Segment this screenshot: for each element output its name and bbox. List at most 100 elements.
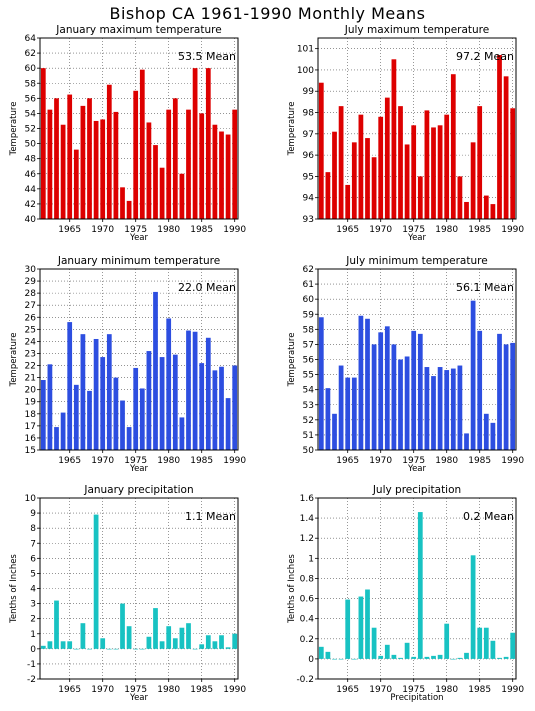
bar-1964 <box>60 641 66 649</box>
panel-title: July minimum temperature <box>345 255 487 267</box>
bar-1980 <box>444 623 450 659</box>
y-tick-label: 0.4 <box>300 615 315 625</box>
bar-1981 <box>172 638 178 649</box>
bar-1988 <box>497 55 502 219</box>
y-tick-label: 10 <box>25 494 37 504</box>
y-tick-label: 29 <box>25 277 37 287</box>
bar-1971 <box>384 326 390 450</box>
bar-1979 <box>437 125 443 219</box>
bar-1964 <box>60 412 66 450</box>
bar-1963 <box>54 600 59 649</box>
y-tick-label: 16 <box>25 434 37 444</box>
bar-1981 <box>172 98 178 219</box>
x-tick-label: 1975 <box>402 225 425 235</box>
bar-1982 <box>179 627 185 649</box>
y-tick-label: 20 <box>25 386 37 396</box>
y-tick-label: 42 <box>25 200 36 210</box>
x-tick-label: 1965 <box>336 685 359 695</box>
bar-1971 <box>106 648 112 650</box>
bar-1970 <box>378 332 384 450</box>
bar-1976 <box>139 648 145 650</box>
bar-1979 <box>159 357 165 450</box>
bar-1987 <box>212 124 218 219</box>
bar-1974 <box>126 427 132 450</box>
y-tick-label: 0.2 <box>300 635 314 645</box>
bar-1988 <box>219 366 224 450</box>
y-tick-label: 52 <box>303 416 314 426</box>
bar-1968 <box>365 138 370 219</box>
y-tick-label: 57 <box>303 340 314 350</box>
plot-frame <box>317 37 517 220</box>
bar-1974 <box>126 626 132 649</box>
bar-1990 <box>232 633 238 649</box>
y-tick-label: 23 <box>25 349 36 359</box>
y-tick-label: 40 <box>25 215 37 225</box>
y-tick-label: 58 <box>303 325 315 335</box>
mean-label: 97.2 Mean <box>456 50 514 63</box>
bar-1984 <box>192 331 198 450</box>
bar-1967 <box>80 334 86 450</box>
y-tick-label: 1.6 <box>300 494 315 504</box>
bar-1984 <box>470 555 476 659</box>
y-tick-label: 5 <box>30 569 36 579</box>
y-tick-label: 28 <box>25 289 37 299</box>
bar-1970 <box>378 655 384 659</box>
bar-1990 <box>510 108 516 219</box>
bar-1989 <box>503 344 509 450</box>
y-tick-label: 1 <box>30 630 36 640</box>
x-tick-label: 1990 <box>223 685 246 695</box>
x-tick-label: 1965 <box>58 456 81 466</box>
bar-1962 <box>325 388 331 450</box>
bar-1974 <box>404 356 410 450</box>
bar-1968 <box>87 648 92 650</box>
chart-panel-2: 93 94 95 96 97 98 99 100 101 1965 1970 1975 1980 1985… <box>287 24 524 243</box>
bar-1962 <box>47 641 53 649</box>
bar-1986 <box>205 68 211 220</box>
bar-1977 <box>424 367 430 450</box>
bar-1961 <box>40 68 46 220</box>
bar-1983 <box>186 623 191 649</box>
bar-1961 <box>318 317 324 450</box>
y-axis-label: Temperature <box>9 102 19 157</box>
bar-1984 <box>192 68 198 220</box>
bar-1980 <box>444 370 450 450</box>
bar-1976 <box>417 512 423 659</box>
bar-1974 <box>404 642 410 659</box>
x-tick-label: 1975 <box>402 456 425 466</box>
bar-1971 <box>384 97 390 219</box>
x-axis-label: Year <box>407 233 427 243</box>
bar-1967 <box>358 114 364 219</box>
bar-1987 <box>212 641 218 649</box>
bar-1990 <box>232 109 238 219</box>
bar-1969 <box>93 120 99 219</box>
bar-1989 <box>503 76 509 220</box>
bar-1966 <box>351 142 357 219</box>
bar-1972 <box>113 377 119 450</box>
mean-label: 1.1 Mean <box>185 510 236 523</box>
bar-1967 <box>358 596 364 659</box>
x-tick-label: 1985 <box>468 685 491 695</box>
y-tick-label: 0.8 <box>300 574 315 584</box>
bar-1982 <box>179 173 185 219</box>
x-tick-label: 1990 <box>501 685 524 695</box>
bar-1961 <box>40 380 46 450</box>
y-tick-label: 59 <box>303 310 315 320</box>
bar-1976 <box>139 69 145 219</box>
chart-panel-6: -0.2 0 0.2 0.4 0.6 0.8 1 1.2 1.4 1.6 1965 1970 1975 1… <box>287 484 524 703</box>
bar-1980 <box>166 626 172 649</box>
y-tick-label: 21 <box>25 374 36 384</box>
panel-title: July maximum temperature <box>344 24 489 36</box>
panel-title: January minimum temperature <box>57 255 220 267</box>
y-tick-label: 22 <box>25 362 36 372</box>
bar-1989 <box>225 647 231 649</box>
chart-panel-1: 40 42 44 46 48 50 52 54 56 58 60 62 64 1965 1970 1975 19… <box>9 24 246 243</box>
main-title: Bishop CA 1961-1990 Monthly Means <box>109 4 426 23</box>
x-tick-label: 1985 <box>190 456 213 466</box>
chart-panel-3: 15 16 17 18 19 20 21 22 23 24 25 26 27 28 29 30 1965 1970… <box>9 255 246 474</box>
bar-1961 <box>318 646 324 659</box>
y-tick-label: 4 <box>30 585 36 595</box>
x-tick-label: 1970 <box>369 225 392 235</box>
x-tick-label: 1975 <box>124 456 147 466</box>
bar-1989 <box>503 656 509 659</box>
